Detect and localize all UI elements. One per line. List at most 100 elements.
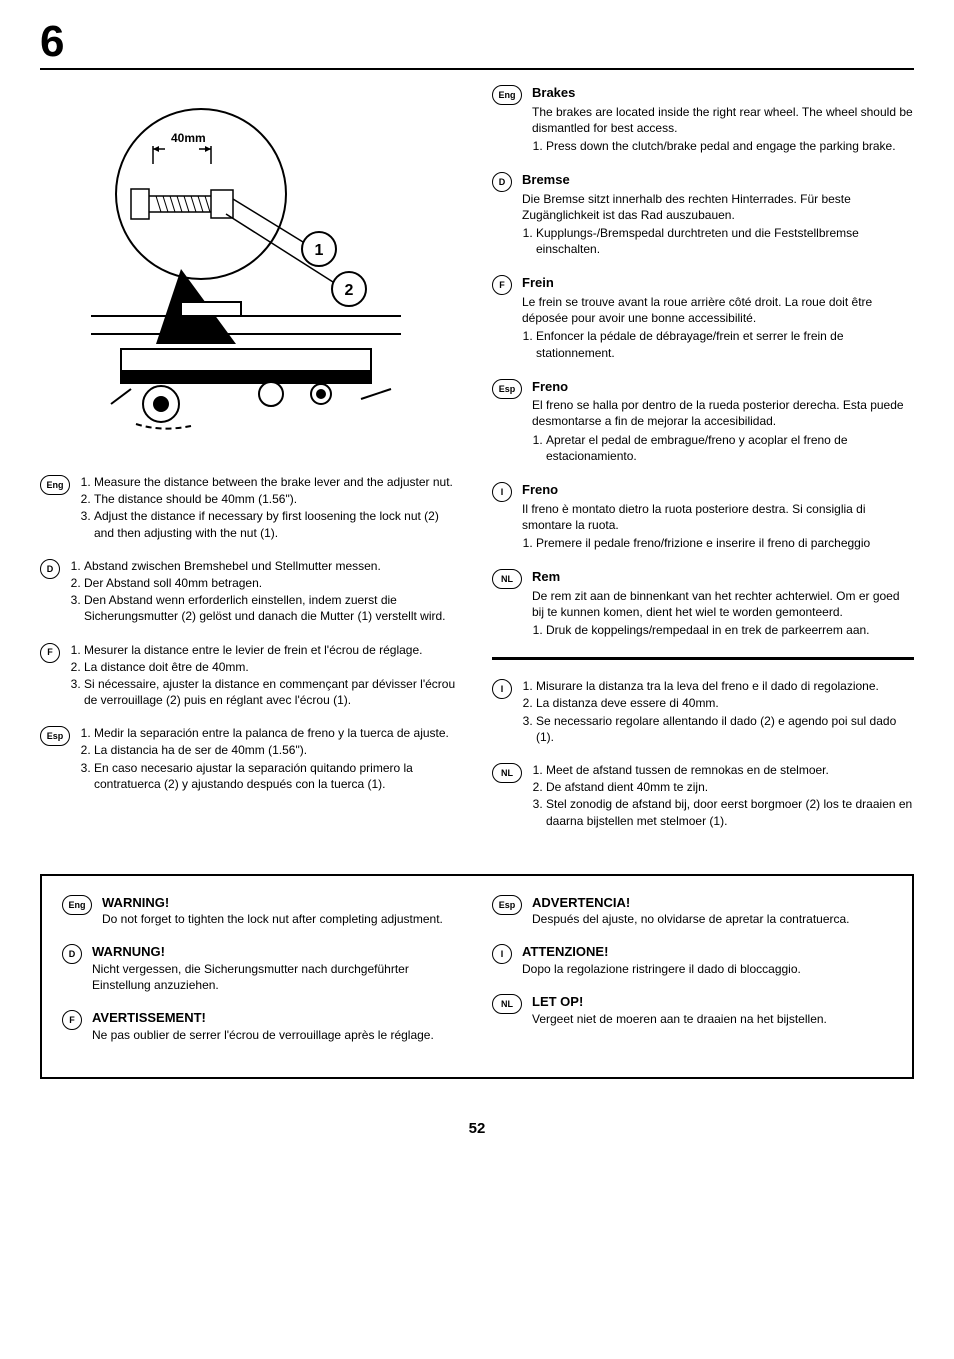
- right-column: Eng Brakes The brakes are located inside…: [492, 84, 914, 846]
- lang-badge-nl: NL: [492, 994, 522, 1014]
- instruction-step: Se necessario regolare allentando il dad…: [536, 713, 914, 745]
- warning-box: Eng WARNING! Do not forget to tighten th…: [40, 874, 914, 1079]
- bubble-2: 2: [345, 282, 354, 299]
- warning-left-column: Eng WARNING! Do not forget to tighten th…: [62, 894, 462, 1059]
- lang-badge-esp: Esp: [492, 895, 522, 915]
- instruction-step: Adjust the distance if necessary by firs…: [94, 508, 462, 540]
- section-divider: [492, 657, 914, 660]
- warning-title: WARNING!: [102, 894, 462, 912]
- instruction-step: Mesurer la distance entre le levier de f…: [84, 642, 462, 658]
- steps-list: Press down the clutch/brake pedal and en…: [532, 138, 914, 154]
- steps-list: Druk de koppelings/rempedaal in en trek …: [532, 622, 914, 638]
- steps-list: Measure the distance between the brake l…: [80, 474, 462, 541]
- section-title: Freno: [522, 481, 914, 499]
- section-title: Brakes: [532, 84, 914, 102]
- section-block: D Bremse Die Bremse sitzt innerhalb des …: [492, 171, 914, 258]
- steps-list: Abstand zwischen Bremshebel und Stellmut…: [70, 558, 462, 625]
- warning-title: AVERTISSEMENT!: [92, 1009, 462, 1027]
- instruction-step: La distancia ha de ser de 40mm (1.56").: [94, 742, 462, 758]
- instruction-block: NL Meet de afstand tussen de remnokas en…: [492, 762, 914, 830]
- warning-block: I ATTENZIONE! Dopo la regolazione ristri…: [492, 943, 892, 977]
- instruction-block: I Misurare la distanza tra la leva del f…: [492, 678, 914, 746]
- instruction-step: Kupplungs-/Bremspedal durchtreten und di…: [536, 225, 914, 257]
- instruction-step: Meet de afstand tussen de remnokas en de…: [546, 762, 914, 778]
- lang-badge-eng: Eng: [62, 895, 92, 915]
- warning-text: Vergeet niet de moeren aan te draaien na…: [532, 1011, 892, 1027]
- section-intro: The brakes are located inside the right …: [532, 104, 914, 136]
- warning-title: LET OP!: [532, 993, 892, 1011]
- lang-badge-f: F: [492, 275, 512, 295]
- bubble-1: 1: [315, 242, 324, 259]
- warning-block: NL LET OP! Vergeet niet de moeren aan te…: [492, 993, 892, 1027]
- page-number: 52: [40, 1119, 914, 1139]
- warning-title: ATTENZIONE!: [522, 943, 892, 961]
- lang-badge-esp: Esp: [492, 379, 522, 399]
- steps-list: Medir la separación entre la palanca de …: [80, 725, 462, 792]
- warning-block: Eng WARNING! Do not forget to tighten th…: [62, 894, 462, 928]
- instruction-step: Premere il pedale freno/frizione e inser…: [536, 535, 914, 551]
- lang-badge-i: I: [492, 679, 512, 699]
- section-intro: Il freno è montato dietro la ruota poste…: [522, 501, 914, 533]
- lang-badge-i: I: [492, 482, 512, 502]
- instruction-step: Medir la separación entre la palanca de …: [94, 725, 462, 741]
- section-intro: Die Bremse sitzt innerhalb des rechten H…: [522, 191, 914, 223]
- lang-badge-i: I: [492, 944, 512, 964]
- instruction-step: La distance doit être de 40mm.: [84, 659, 462, 675]
- page-header: 6: [40, 20, 914, 70]
- warning-block: Esp ADVERTENCIA! Después del ajuste, no …: [492, 894, 892, 928]
- instruction-step: Measure the distance between the brake l…: [94, 474, 462, 490]
- lang-badge-nl: NL: [492, 569, 522, 589]
- warning-text: Después del ajuste, no olvidarse de apre…: [532, 911, 892, 927]
- instruction-block: F Mesurer la distance entre le levier de…: [40, 642, 462, 710]
- instruction-step: Misurare la distanza tra la leva del fre…: [536, 678, 914, 694]
- steps-list: Misurare la distanza tra la leva del fre…: [522, 678, 914, 745]
- section-title: Rem: [532, 568, 914, 586]
- section-intro: Le frein se trouve avant la roue arrière…: [522, 294, 914, 326]
- warning-title: ADVERTENCIA!: [532, 894, 892, 912]
- section-title: Freno: [532, 378, 914, 396]
- left-instructions: Eng Measure the distance between the bra…: [40, 474, 462, 793]
- warning-title: WARNUNG!: [92, 943, 462, 961]
- chapter-number: 6: [40, 17, 64, 66]
- lang-badge-nl: NL: [492, 763, 522, 783]
- steps-list: Enfoncer la pédale de débrayage/frein et…: [522, 328, 914, 360]
- instruction-step: The distance should be 40mm (1.56").: [94, 491, 462, 507]
- instruction-step: Stel zonodig de afstand bij, door eerst …: [546, 796, 914, 828]
- right-sections: Eng Brakes The brakes are located inside…: [492, 84, 914, 639]
- section-block: Eng Brakes The brakes are located inside…: [492, 84, 914, 155]
- instruction-step: Enfoncer la pédale de débrayage/frein et…: [536, 328, 914, 360]
- instruction-block: D Abstand zwischen Bremshebel und Stellm…: [40, 558, 462, 626]
- steps-list: Meet de afstand tussen de remnokas en de…: [532, 762, 914, 829]
- section-block: I Freno Il freno è montato dietro la ruo…: [492, 481, 914, 552]
- warning-text: Nicht vergessen, die Sicherungsmutter na…: [92, 961, 462, 993]
- left-column: 40mm: [40, 84, 462, 846]
- main-columns: 40mm: [40, 84, 914, 846]
- instruction-block: Esp Medir la separación entre la palanca…: [40, 725, 462, 793]
- instruction-block: Eng Measure the distance between the bra…: [40, 474, 462, 542]
- section-block: Esp Freno El freno se halla por dentro d…: [492, 378, 914, 465]
- steps-list: Mesurer la distance entre le levier de f…: [70, 642, 462, 709]
- section-intro: El freno se halla por dentro de la rueda…: [532, 397, 914, 429]
- steps-list: Apretar el pedal de embrague/freno y aco…: [532, 432, 914, 464]
- brake-diagram: 40mm: [40, 84, 462, 444]
- warning-text: Do not forget to tighten the lock nut af…: [102, 911, 462, 927]
- instruction-step: De afstand dient 40mm te zijn.: [546, 779, 914, 795]
- steps-list: Kupplungs-/Bremspedal durchtreten und di…: [522, 225, 914, 257]
- lang-badge-f: F: [62, 1010, 82, 1030]
- diagram-40mm-label: 40mm: [171, 131, 206, 145]
- steps-list: Premere il pedale freno/frizione e inser…: [522, 535, 914, 551]
- warning-right-column: Esp ADVERTENCIA! Después del ajuste, no …: [492, 894, 892, 1059]
- warning-text: Dopo la regolazione ristringere il dado …: [522, 961, 892, 977]
- section-block: NL Rem De rem zit aan de binnenkant van …: [492, 568, 914, 639]
- lang-badge-esp: Esp: [40, 726, 70, 746]
- instruction-step: Den Abstand wenn erforderlich einstellen…: [84, 592, 462, 624]
- right-instructions: I Misurare la distanza tra la leva del f…: [492, 678, 914, 830]
- lang-badge-eng: Eng: [40, 475, 70, 495]
- warning-block: F AVERTISSEMENT! Ne pas oublier de serre…: [62, 1009, 462, 1043]
- instruction-step: Der Abstand soll 40mm betragen.: [84, 575, 462, 591]
- instruction-step: Apretar el pedal de embrague/freno y aco…: [546, 432, 914, 464]
- section-block: F Frein Le frein se trouve avant la roue…: [492, 274, 914, 361]
- lang-badge-f: F: [40, 643, 60, 663]
- warning-text: Ne pas oublier de serrer l'écrou de verr…: [92, 1027, 462, 1043]
- section-title: Frein: [522, 274, 914, 292]
